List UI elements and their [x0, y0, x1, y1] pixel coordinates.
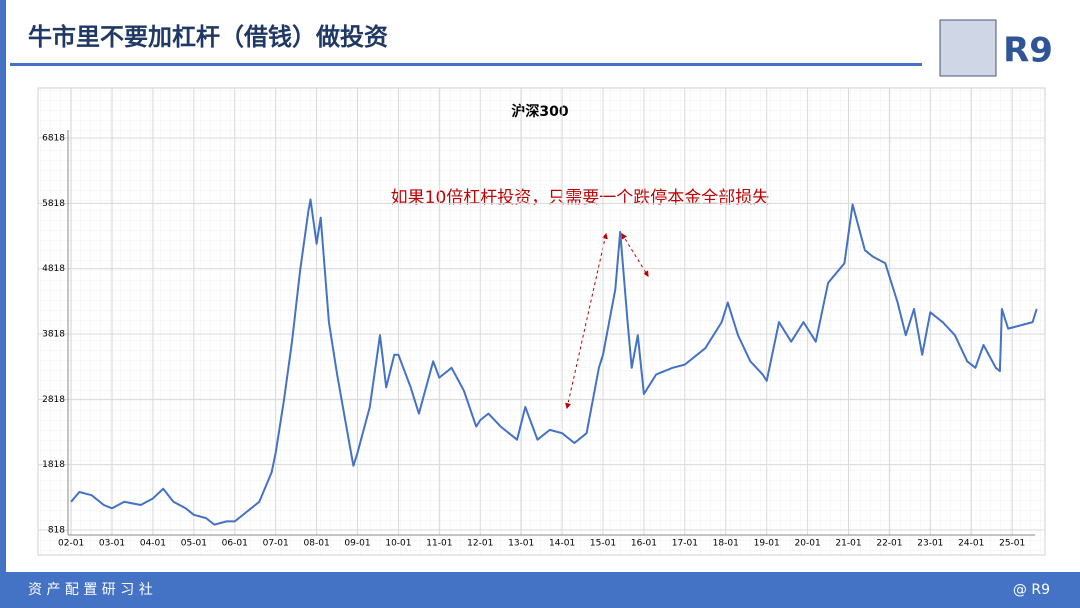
- footer-left: 资 产 配 置 研 习 社: [28, 582, 153, 598]
- plot-frame: [37, 87, 1046, 556]
- arrow: [621, 232, 649, 278]
- left-bar: [0, 0, 6, 608]
- x-tick-label: 25-01: [999, 539, 1025, 549]
- x-tick-label: 19-01: [754, 539, 780, 549]
- page-title: 牛市里不要加杠杆（借钱）做投资: [28, 23, 388, 51]
- x-tick-label: 18-01: [713, 539, 739, 549]
- x-tick-label: 07-01: [263, 539, 289, 549]
- x-tick-label: 13-01: [508, 539, 534, 549]
- x-tick-label: 14-01: [549, 539, 575, 549]
- annotation: 如果10倍杠杆投资，只需要一个跌停本金全部损失: [391, 188, 770, 208]
- x-tick-label: 22-01: [876, 539, 902, 549]
- x-tick-label: 11-01: [426, 539, 452, 549]
- title-rule: [10, 63, 922, 66]
- x-tick-label: 24-01: [958, 539, 984, 549]
- x-tick-label: 10-01: [385, 539, 411, 549]
- y-tick-label: 2818: [42, 395, 65, 405]
- line: [70, 198, 1038, 526]
- x-tick-label: 09-01: [344, 539, 370, 549]
- x-tick-label: 04-01: [140, 539, 166, 549]
- x-tick-label: 15-01: [590, 539, 616, 549]
- footer-bar: [0, 572, 1080, 608]
- y-tick-label: 4818: [42, 264, 65, 274]
- x-tick-label: 08-01: [304, 539, 330, 549]
- x-tick-label: 02-01: [58, 539, 84, 549]
- y-tick-label: 6818: [42, 134, 65, 144]
- x-tick-label: 12-01: [467, 539, 493, 549]
- y-tick-label: 3818: [42, 330, 65, 340]
- y-tick-label: 1818: [42, 460, 65, 470]
- x-tick-label: 20-01: [795, 539, 821, 549]
- x-tick-label: 16-01: [631, 539, 657, 549]
- footer-right: @ R9: [1013, 582, 1050, 598]
- x-tick-label: 17-01: [672, 539, 698, 549]
- brand: R9: [1003, 31, 1053, 71]
- x-tick-label: 21-01: [835, 539, 861, 549]
- qr-code: [939, 19, 997, 77]
- x-tick-label: 06-01: [222, 539, 248, 549]
- y-tick-label: 818: [48, 526, 65, 536]
- y-tick-label: 5818: [42, 199, 65, 209]
- x-tick-label: 03-01: [99, 539, 125, 549]
- x-tick-label: 23-01: [917, 539, 943, 549]
- x-tick-label: 05-01: [181, 539, 207, 549]
- chart-title: 沪深300: [511, 103, 568, 120]
